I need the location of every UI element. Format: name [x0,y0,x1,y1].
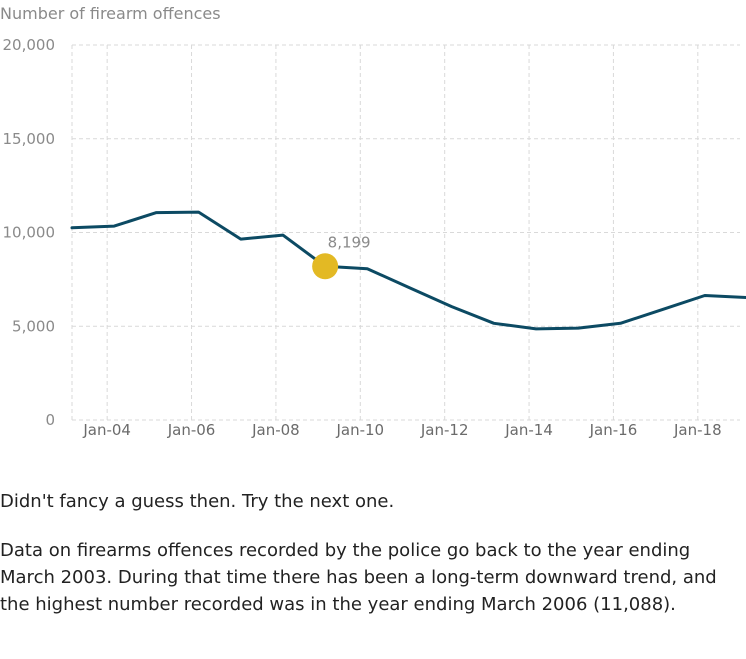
y-tick-label: 15,000 [3,130,56,148]
data-point [492,321,496,325]
data-point [112,224,116,228]
y-tick-label: 5,000 [12,317,55,335]
y-axis-ticks: 0 5,000 10,000 15,000 20,000 [3,36,56,429]
data-point [618,321,622,325]
data-point [281,233,285,237]
y-tick-label: 20,000 [3,36,56,54]
x-tick-label: Jan-08 [251,421,300,439]
highlight-marker[interactable] [312,253,339,280]
x-tick-label: Jan-14 [504,421,553,439]
data-point [239,237,243,241]
data-point [154,211,158,215]
x-tick-label: Jan-10 [335,421,384,439]
y-axis-label: Number of firearm offences [0,4,221,23]
data-point [576,326,580,330]
feedback-text: Didn't fancy a guess then. Try the next … [0,491,395,512]
data-point [703,294,707,298]
x-tick-label: Jan-18 [673,421,722,439]
x-tick-label: Jan-04 [82,421,131,439]
explanation-text: Data on firearms offences recorded by th… [0,540,717,615]
data-point [70,226,74,230]
data-point [408,286,412,290]
x-tick-label: Jan-12 [420,421,469,439]
highlight-value-label: 8,199 [328,233,371,251]
data-point [450,305,454,309]
data-point [197,210,201,214]
data-point [365,267,369,271]
gridlines [71,44,740,421]
series-points [70,210,746,331]
data-point [661,307,665,311]
x-tick-label: Jan-16 [589,421,638,439]
y-tick-label: 0 [45,411,55,429]
x-axis-ticks: Jan-04 Jan-06 Jan-08 Jan-10 Jan-12 Jan-14 Jan-… [82,421,721,439]
series-line [70,210,746,331]
y-tick-label: 10,000 [3,224,56,242]
x-tick-label: Jan-06 [167,421,216,439]
data-point [534,327,538,331]
